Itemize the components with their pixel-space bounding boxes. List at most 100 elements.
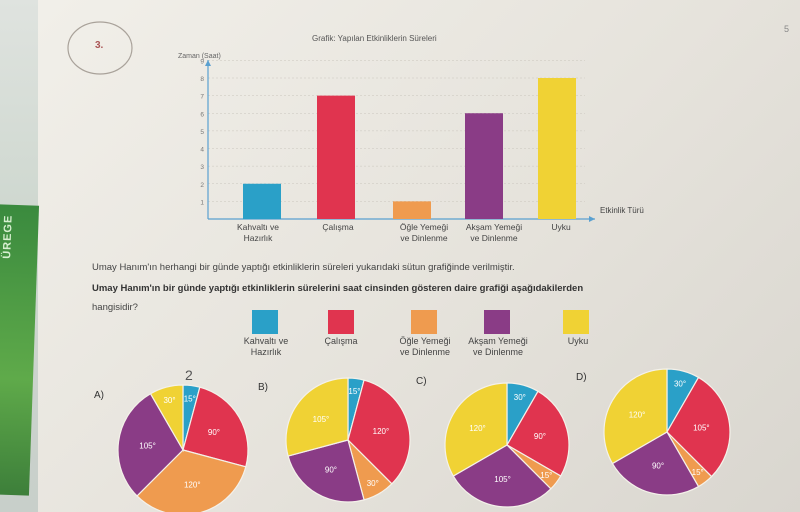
x-axis-title: Etkinlik Türü xyxy=(600,206,644,215)
pie-slice-label: 30° xyxy=(367,479,379,488)
x-category-label-line1: Çalışma xyxy=(322,222,354,232)
pie-slice xyxy=(149,384,184,453)
pie-slice xyxy=(444,382,508,477)
pie-slice xyxy=(666,376,731,478)
pie-slice xyxy=(611,431,700,496)
x-axis-arrow-icon xyxy=(589,216,595,222)
pie-slice-label: 105° xyxy=(494,475,511,484)
pie-slice xyxy=(506,390,570,477)
pie-slice-label: 120° xyxy=(184,481,201,490)
y-tick-label: 1 xyxy=(200,199,204,206)
pie-slice-label: 105° xyxy=(693,423,710,432)
y-tick-label: 4 xyxy=(200,147,204,154)
question-line-1: Umay Hanım'ın herhangi bir günde yaptığı… xyxy=(92,262,515,273)
legend-label: Kahvaltı ve Hazırlık xyxy=(221,336,311,358)
x-category-label: Kahvaltı ve Hazırlık xyxy=(218,222,298,244)
option-letter[interactable]: D) xyxy=(576,372,587,383)
pie-slice-label: 90° xyxy=(208,428,220,437)
y-tick-label: 6 xyxy=(200,111,204,118)
legend-label: Uyku xyxy=(533,336,623,347)
y-tick-label: 7 xyxy=(200,94,204,101)
pie-slice-label: 120° xyxy=(629,411,646,420)
x-category-label-line1: Kahvaltı ve xyxy=(236,222,280,232)
x-category-label: Uyku xyxy=(521,222,601,233)
pie-slice-label: 90° xyxy=(325,466,337,475)
bar-1 xyxy=(243,183,281,219)
pie-slice xyxy=(452,444,552,508)
legend-label-line1: Uyku xyxy=(567,336,589,346)
handwritten-mark: 2 xyxy=(185,367,193,383)
legend-label-line1: Öğle Yemeği xyxy=(399,336,451,346)
pie-option-d[interactable]: 30° 105° 15° 90° 120° xyxy=(603,368,731,496)
x-category-label: Çalışma xyxy=(298,222,378,233)
chart-title: Grafik: Yapılan Etkinliklerin Süreleri xyxy=(312,34,437,43)
y-tick-label: 2 xyxy=(200,182,204,189)
pie-option-a[interactable]: 15° 90° 120° 105° 30° xyxy=(117,384,249,512)
x-category-label-line1: Akşam Yemeği xyxy=(465,222,523,232)
pie-option-c[interactable]: 30° 90° 15° 105° 120° xyxy=(444,382,570,508)
x-category-label-line2: ve Dinlenme xyxy=(470,233,518,243)
option-letter[interactable]: B) xyxy=(258,382,268,393)
pie-option-b[interactable]: 15° 120° 30° 90° 105° xyxy=(285,377,411,503)
legend-label: Çalışma xyxy=(296,336,386,347)
x-category-label-line1: Uyku xyxy=(551,222,571,232)
pie-slice-label: 15° xyxy=(184,394,196,403)
y-tick-label: 5 xyxy=(200,129,204,136)
pie-slice xyxy=(117,392,184,497)
pie-charts: 15° 90° 120° 105° 30° 15° 120° 30° 90° 105° 30° 90°… xyxy=(117,368,731,512)
pie-slice-label: 30° xyxy=(163,396,175,405)
pie-slice xyxy=(287,439,365,503)
pie-slice xyxy=(603,368,668,465)
y-axis-arrow-icon xyxy=(205,60,211,66)
x-category-label-line2: Hazırlık xyxy=(243,233,273,243)
x-category-label-line2: ve Dinlenme xyxy=(400,233,448,243)
bar-4 xyxy=(465,113,503,219)
bar-chart: 1 2 3 4 5 6 7 8 9 xyxy=(200,58,595,222)
legend-swatch xyxy=(328,310,354,334)
legend-label-line1: Çalışma xyxy=(324,336,358,346)
y-tick-label: 9 xyxy=(200,58,204,65)
legend-label-line2: Hazırlık xyxy=(250,347,282,357)
y-tick-label: 8 xyxy=(200,76,204,83)
pie-slice-label: 90° xyxy=(652,461,664,470)
pie-slice xyxy=(136,449,247,512)
bar-2 xyxy=(317,95,355,219)
pie-slice xyxy=(182,386,249,468)
bar-5 xyxy=(538,78,576,219)
legend-swatch xyxy=(252,310,278,334)
bar-3 xyxy=(393,201,431,219)
option-letter[interactable]: A) xyxy=(94,390,104,401)
y-tick-label: 3 xyxy=(200,164,204,171)
page-number: 5 xyxy=(784,24,790,34)
pie-slice xyxy=(347,379,411,485)
pie-slice-label: 90° xyxy=(534,432,546,441)
legend-label-line1: Kahvaltı ve xyxy=(243,336,289,346)
pie-slice-label: 30° xyxy=(514,393,526,402)
pie-slice-label: 15° xyxy=(540,471,552,480)
option-letter[interactable]: C) xyxy=(416,376,427,387)
pie-slice xyxy=(285,377,349,457)
legend-label-line2: ve Dinlenme xyxy=(472,347,524,357)
legend-label: Akşam Yemeği ve Dinlenme xyxy=(453,336,543,358)
pie-slice-label: 105° xyxy=(313,415,330,424)
legend-swatch xyxy=(484,310,510,334)
pie-slice-label: 105° xyxy=(139,441,156,450)
legend-label: Öğle Yemeği ve Dinlenme xyxy=(380,336,470,358)
question-line-3: hangisidir? xyxy=(92,302,138,313)
legend-label-line2: ve Dinlenme xyxy=(399,347,451,357)
pencil-circle-doodle xyxy=(67,21,133,75)
y-axis-title: Zaman (Saat) xyxy=(178,53,221,60)
x-category-label-line1: Öğle Yemeği xyxy=(399,222,449,232)
legend-swatch xyxy=(411,310,437,334)
pie-slice-label: 15° xyxy=(348,387,360,396)
x-category-label: Öğle Yemeği ve Dinlenme xyxy=(384,222,464,244)
question-number: 3. xyxy=(95,40,104,51)
pie-slice-label: 120° xyxy=(373,427,390,436)
legend-label-line1: Akşam Yemeği xyxy=(468,336,528,346)
x-category-label: Akşam Yemeği ve Dinlenme xyxy=(454,222,534,244)
pie-slice-label: 120° xyxy=(469,424,486,433)
pie-slice-label: 30° xyxy=(674,379,686,388)
question-line-2: Umay Hanım'ın bir günde yaptığı etkinlik… xyxy=(92,283,584,294)
